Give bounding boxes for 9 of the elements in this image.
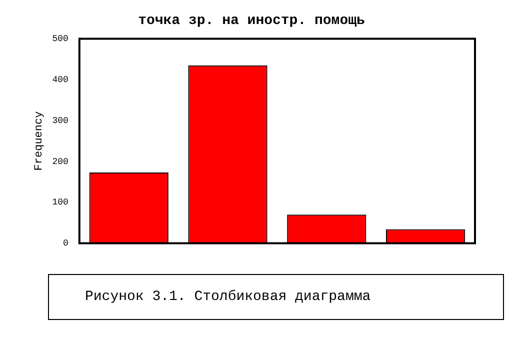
y-tick-label: 0 xyxy=(62,238,68,249)
y-tick-label: 200 xyxy=(52,156,68,167)
y-tick-label: 500 xyxy=(52,34,68,44)
text: Рисунок 3.1. Столбиковая диаграмма xyxy=(48,274,504,320)
y-axis-title: Frequency xyxy=(34,110,46,171)
chart-title: точка зр. на иностр. помощь xyxy=(138,12,365,29)
y-tick-label: 400 xyxy=(52,75,68,86)
y-tick-label: 100 xyxy=(52,198,68,208)
y-tick-label: 300 xyxy=(52,116,68,126)
